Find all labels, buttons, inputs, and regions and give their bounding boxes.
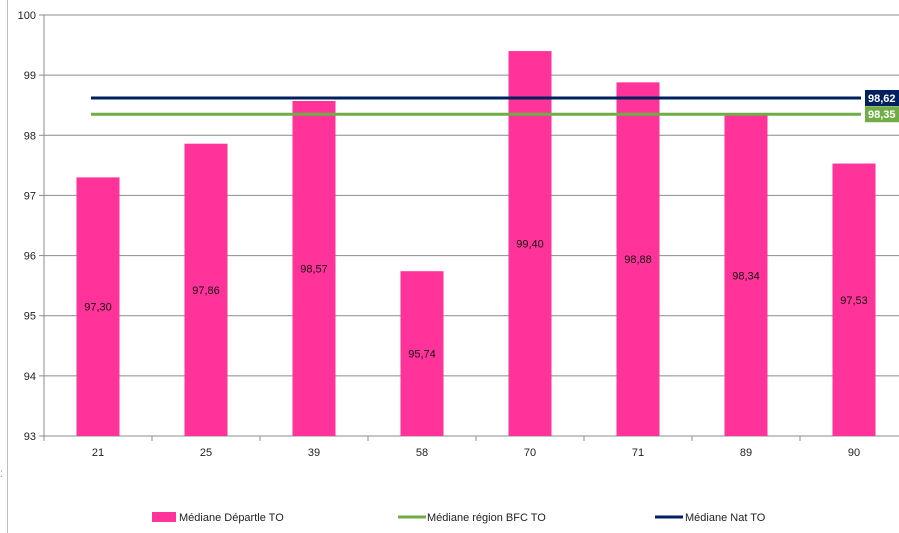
y-tick-label: 97 — [24, 190, 36, 202]
bar — [76, 177, 120, 436]
line-value-badge — [865, 106, 899, 123]
x-tick-label: 21 — [92, 447, 104, 459]
bar — [292, 101, 336, 437]
x-tick-label: 90 — [848, 447, 860, 459]
x-tick-label: 89 — [740, 447, 752, 459]
line-value-label: 98,35 — [868, 109, 896, 121]
x-tick-label: 25 — [200, 447, 212, 459]
y-tick-label: 93 — [24, 431, 36, 443]
bar — [832, 163, 876, 436]
bar — [616, 82, 660, 437]
line-value-label: 98,62 — [868, 93, 896, 105]
y-tick-label: 99 — [24, 70, 36, 82]
legend-label: Médiane Départle TO — [179, 512, 284, 524]
x-tick-label: 70 — [524, 447, 536, 459]
legend-swatch — [152, 512, 176, 522]
y-tick-label: 100 — [18, 10, 36, 22]
y-tick-label: 98 — [24, 130, 36, 142]
y-tick-label: 95 — [24, 311, 36, 323]
frame-border — [7, 0, 8, 533]
x-tick-label: 58 — [416, 447, 428, 459]
legend-label: Médiane Nat TO — [685, 512, 766, 524]
x-tick-label: 39 — [308, 447, 320, 459]
bar — [400, 271, 444, 436]
bar — [184, 143, 228, 436]
bar-data-label: 97,53 — [840, 295, 868, 307]
bar-data-label: 95,74 — [408, 349, 436, 361]
x-tick-label: 71 — [632, 447, 644, 459]
bar-data-label: 98,34 — [732, 270, 760, 282]
bar-data-label: 97,30 — [84, 302, 112, 314]
legend-label: Médiane région BFC TO — [427, 512, 546, 524]
resize-handle-icon[interactable]: ⁚ — [0, 469, 3, 479]
line-value-badge — [865, 89, 899, 106]
bar — [724, 114, 768, 436]
bar-data-label: 98,88 — [624, 254, 652, 266]
y-tick-label: 96 — [24, 251, 36, 263]
y-tick-label: 94 — [24, 371, 36, 383]
bar-data-label: 97,86 — [192, 285, 220, 297]
bar-data-label: 99,40 — [516, 239, 544, 251]
bar-data-label: 98,57 — [300, 264, 328, 276]
